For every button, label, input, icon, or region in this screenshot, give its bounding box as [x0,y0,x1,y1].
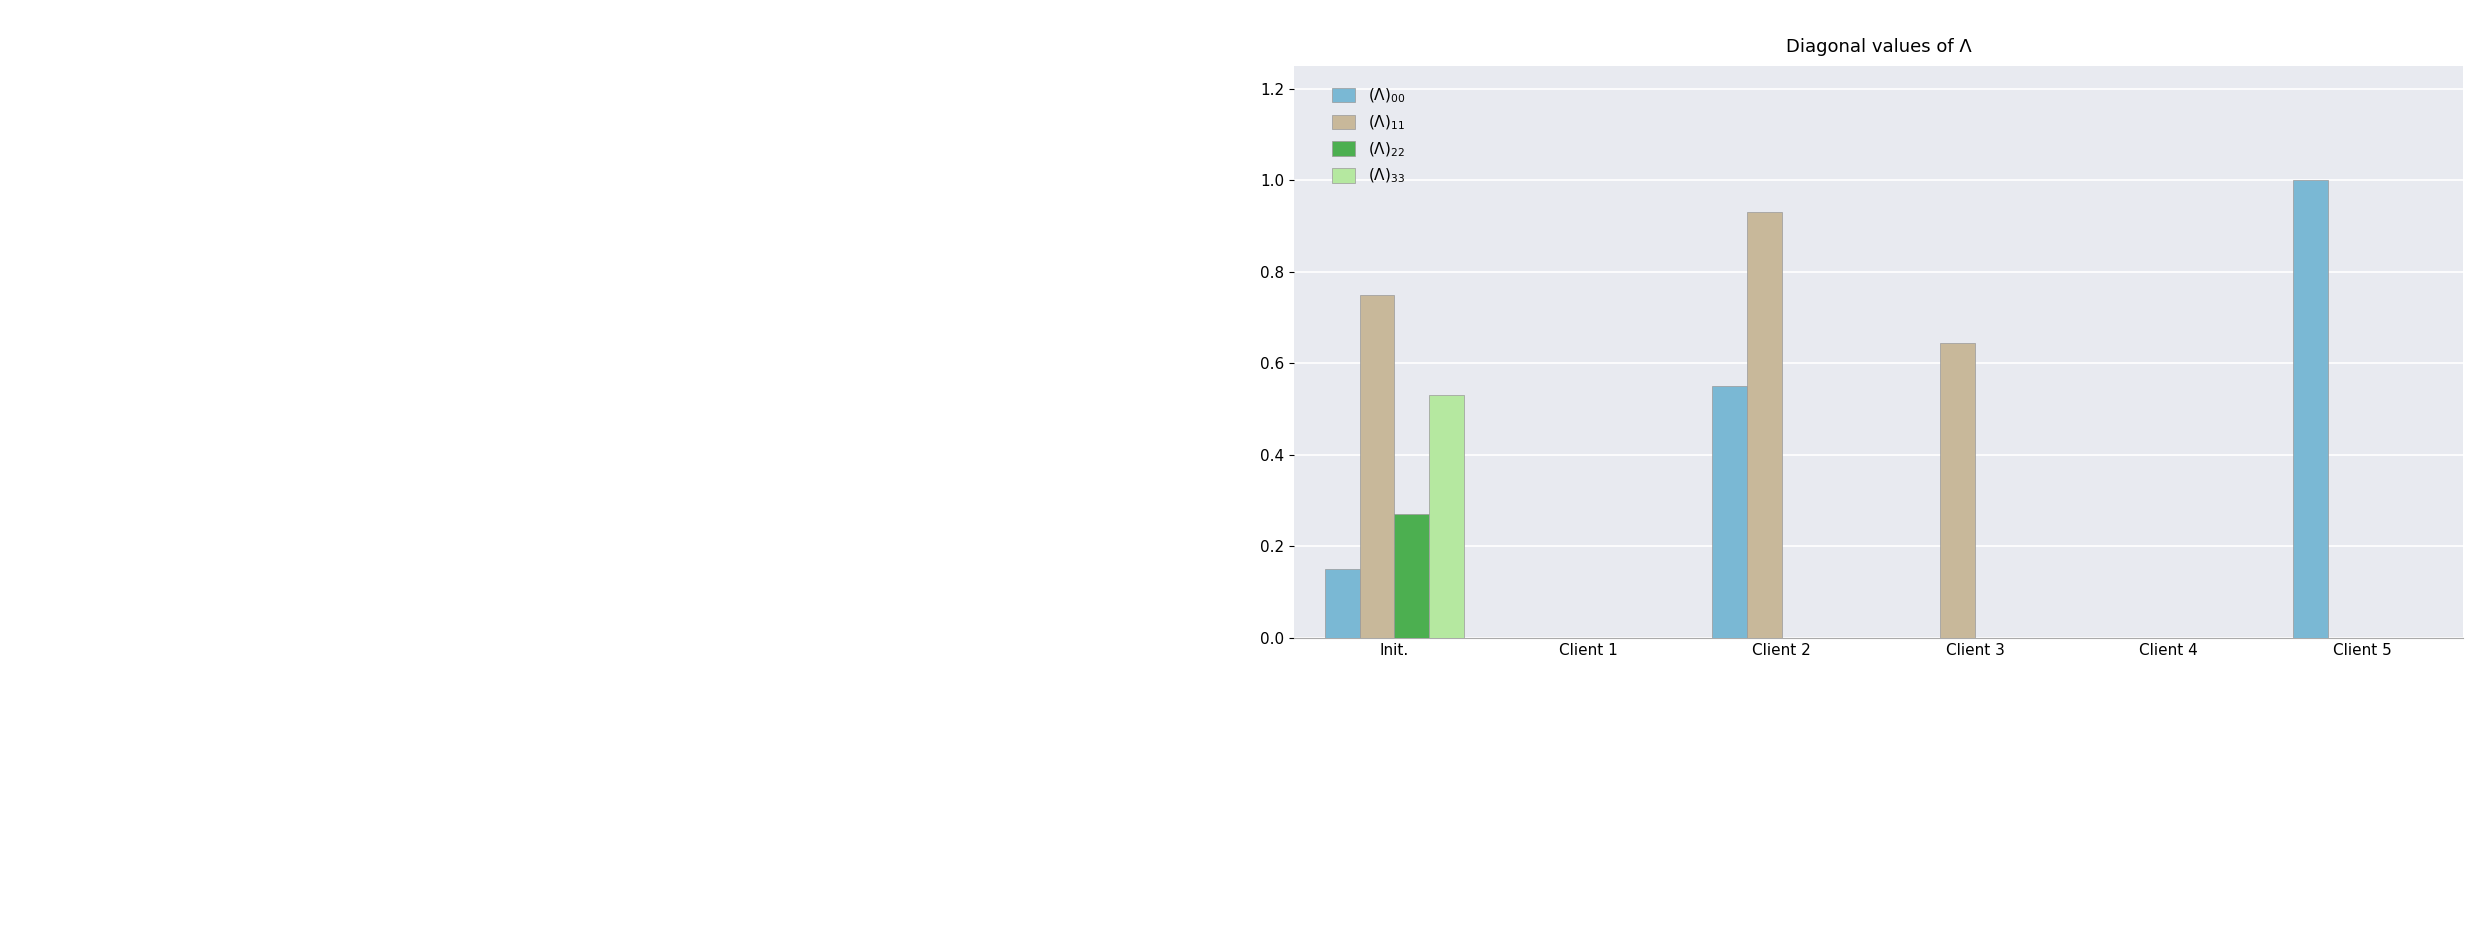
Bar [1324,569,1358,638]
Bar [2294,180,2329,638]
Bar [1712,386,1747,638]
Bar [1358,295,1393,638]
Legend: $(\Lambda)_{00}$, $(\Lambda)_{11}$, $(\Lambda)_{22}$, $(\Lambda)_{33}$: $(\Lambda)_{00}$, $(\Lambda)_{11}$, $(\L… [1324,79,1413,193]
Bar [1747,212,1781,638]
Bar [1393,514,1428,638]
Title: Diagonal values of Λ: Diagonal values of Λ [1786,38,1970,55]
Bar [1941,342,1975,638]
Bar [1428,395,1463,638]
